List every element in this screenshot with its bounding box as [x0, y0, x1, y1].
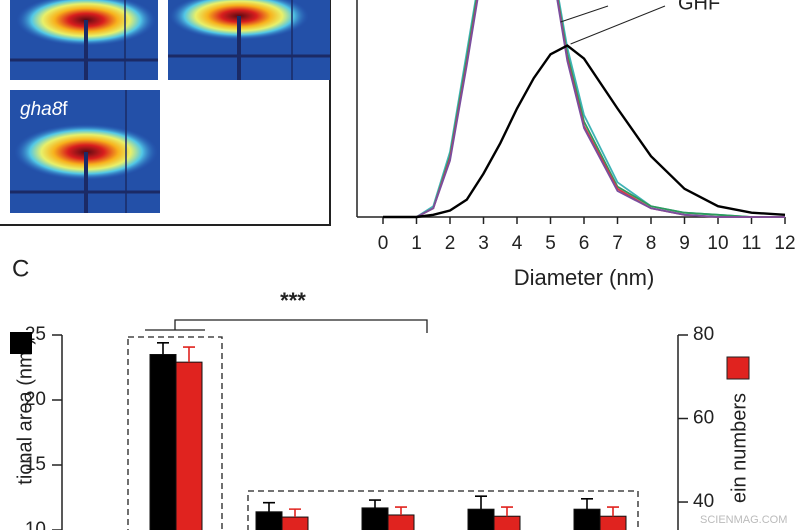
significance-bracket	[145, 319, 428, 333]
image-label-suffix: f	[62, 99, 68, 120]
error-bar	[607, 506, 619, 517]
bar	[149, 354, 177, 530]
error-bar	[157, 342, 169, 355]
bar	[387, 514, 415, 530]
x-tick-label: 12	[774, 233, 795, 254]
data-line	[383, 0, 785, 218]
legend-swatch	[726, 356, 750, 380]
x-axis-label: Diameter (nm)	[514, 265, 655, 290]
label-leader	[560, 5, 609, 23]
error-bar	[263, 501, 275, 512]
x-tick-label: 1	[411, 233, 422, 254]
bar	[175, 361, 203, 530]
error-bar	[475, 495, 487, 510]
image-panel: gha8f	[0, 0, 331, 226]
bar	[493, 515, 521, 530]
y2-tick-label: 60	[693, 408, 714, 429]
x-tick-label: 11	[742, 233, 762, 254]
y2-tick-label: 80	[693, 324, 714, 345]
error-bar	[289, 508, 301, 518]
x-tick-label: 9	[679, 233, 690, 254]
x-tick-label: 5	[545, 233, 556, 254]
heatmap-image	[168, 0, 330, 80]
data-line	[383, 0, 785, 218]
group-box	[127, 336, 223, 530]
y-tick-label: 15	[25, 454, 46, 475]
image-label-italic: gha8	[20, 99, 63, 120]
error-bar	[581, 498, 593, 510]
data-line	[383, 44, 786, 219]
bar	[255, 511, 283, 530]
x-tick-label: 2	[445, 233, 456, 254]
x-tick-label: 0	[378, 233, 389, 254]
error-bar	[183, 346, 195, 363]
label-leader	[570, 5, 666, 45]
bar	[599, 515, 627, 530]
bar	[573, 508, 601, 530]
legend-swatch	[10, 332, 32, 354]
error-bar	[395, 506, 407, 515]
data-line	[383, 0, 785, 218]
heatmap-image	[10, 0, 158, 80]
y-tick-label: 20	[25, 389, 46, 410]
y2-tick-label: 40	[693, 491, 714, 512]
bar	[281, 516, 309, 530]
group-box	[247, 490, 639, 530]
y-axis-label: tional area (nm²)	[14, 338, 36, 485]
error-bar	[369, 499, 381, 508]
watermark: SCIENMAG.COM	[700, 514, 787, 526]
x-tick-label: 6	[579, 233, 590, 254]
bar	[467, 508, 495, 530]
panel-label: C	[12, 255, 29, 282]
bar	[361, 507, 389, 530]
heatmap-image: gha8f	[10, 90, 160, 213]
y-tick-label: 10	[25, 519, 46, 530]
series-label: GHF	[678, 0, 720, 14]
x-tick-label: 7	[612, 233, 623, 254]
significance-label: ***	[280, 288, 306, 313]
x-tick-label: 3	[478, 233, 489, 254]
y2-axis-label: ein numbers	[728, 393, 750, 503]
x-tick-label: 4	[512, 233, 523, 254]
image-label: gha8f	[20, 99, 68, 120]
error-bar	[501, 506, 513, 517]
x-tick-label: 8	[646, 233, 657, 254]
data-line	[383, 0, 785, 218]
x-tick-label: 10	[707, 233, 728, 254]
